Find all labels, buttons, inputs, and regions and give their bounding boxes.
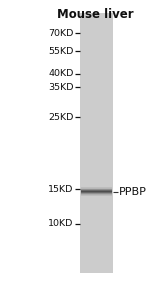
Bar <box>81 189 112 190</box>
Bar <box>81 195 112 196</box>
Bar <box>81 194 112 195</box>
Text: 10KD: 10KD <box>48 219 74 228</box>
Text: 35KD: 35KD <box>48 83 74 92</box>
Bar <box>81 195 112 196</box>
Text: 40KD: 40KD <box>48 69 74 78</box>
Bar <box>81 188 112 189</box>
Text: Mouse liver: Mouse liver <box>57 8 134 21</box>
Bar <box>81 188 112 189</box>
Text: PPBP: PPBP <box>119 187 147 196</box>
Bar <box>81 190 112 191</box>
Bar <box>80 13 113 273</box>
Bar <box>81 191 112 192</box>
Text: 15KD: 15KD <box>48 185 74 194</box>
Bar <box>81 193 112 194</box>
Bar <box>81 193 112 194</box>
Bar <box>81 192 112 193</box>
Bar <box>81 190 112 191</box>
Text: 25KD: 25KD <box>48 113 74 122</box>
Bar <box>81 191 112 192</box>
Text: 70KD: 70KD <box>48 29 74 38</box>
Text: 55KD: 55KD <box>48 47 74 56</box>
Bar <box>81 187 112 188</box>
